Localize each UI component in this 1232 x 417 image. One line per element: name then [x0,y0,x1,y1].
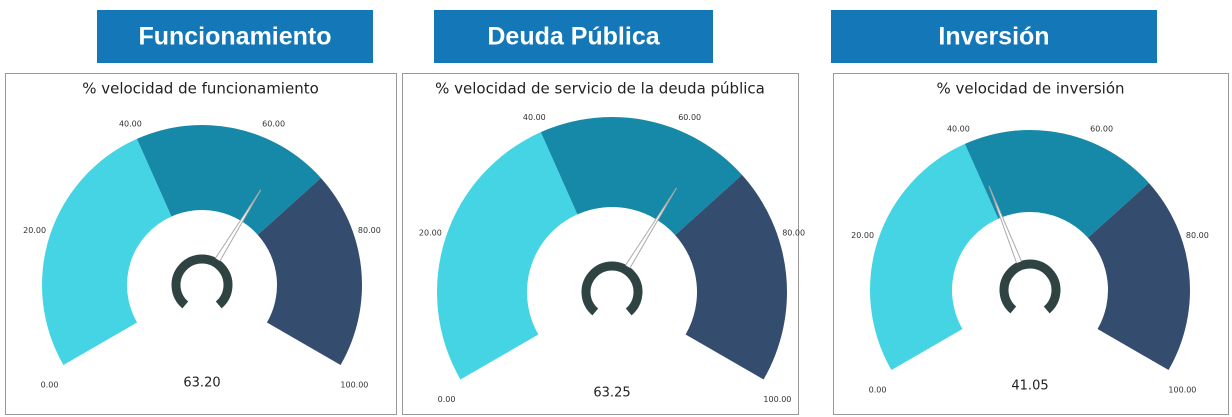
tick-label: 80.00 [1186,231,1209,240]
tick-label: 0.00 [438,395,456,404]
tick-label: 20.00 [419,228,442,237]
tick-label: 0.00 [41,381,59,390]
gauge-band [42,138,172,365]
header: Inversión [938,23,1049,51]
header: Deuda Pública [487,23,660,51]
value-label: 41.05 [1011,379,1048,394]
gauge-title: % velocidad de funcionamiento [82,80,319,98]
gauge-band [869,143,999,370]
header-box [831,10,1157,63]
needle [988,185,1022,264]
tick-label: 60.00 [1090,125,1113,134]
tick-label: 40.00 [523,113,546,122]
gauge-band [136,125,321,235]
gauge-band [964,129,1149,238]
tick-label: 20.00 [23,226,46,235]
tick-label: 20.00 [851,231,874,240]
center-ring [999,259,1061,314]
needle [625,187,677,269]
gauge-title: % velocidad de servicio de la deuda públ… [435,80,765,98]
value-label: 63.20 [183,376,220,391]
tick-label: 60.00 [262,120,285,129]
gauge-band [437,132,578,380]
header-box [434,10,713,63]
tick-label: 100.00 [340,381,368,390]
tick-label: 80.00 [358,226,381,235]
tick-label: 100.00 [763,395,791,404]
value-label: 63.25 [593,386,630,401]
header: Funcionamiento [138,23,331,51]
gauge-band [675,174,788,380]
tick-label: 60.00 [678,113,701,122]
gauge-band [1087,182,1191,370]
gauge-title: % velocidad de inversión [936,80,1124,98]
tick-label: 0.00 [869,386,887,395]
needle [215,189,262,262]
tick-label: 40.00 [947,125,970,134]
gauge-band [540,117,743,236]
tick-label: 100.00 [1168,386,1196,395]
header-box [97,10,373,63]
center-ring [171,254,233,309]
tick-label: 40.00 [119,120,142,129]
tick-label: 80.00 [782,228,805,237]
center-ring [581,261,643,316]
gauge-band [257,177,362,365]
